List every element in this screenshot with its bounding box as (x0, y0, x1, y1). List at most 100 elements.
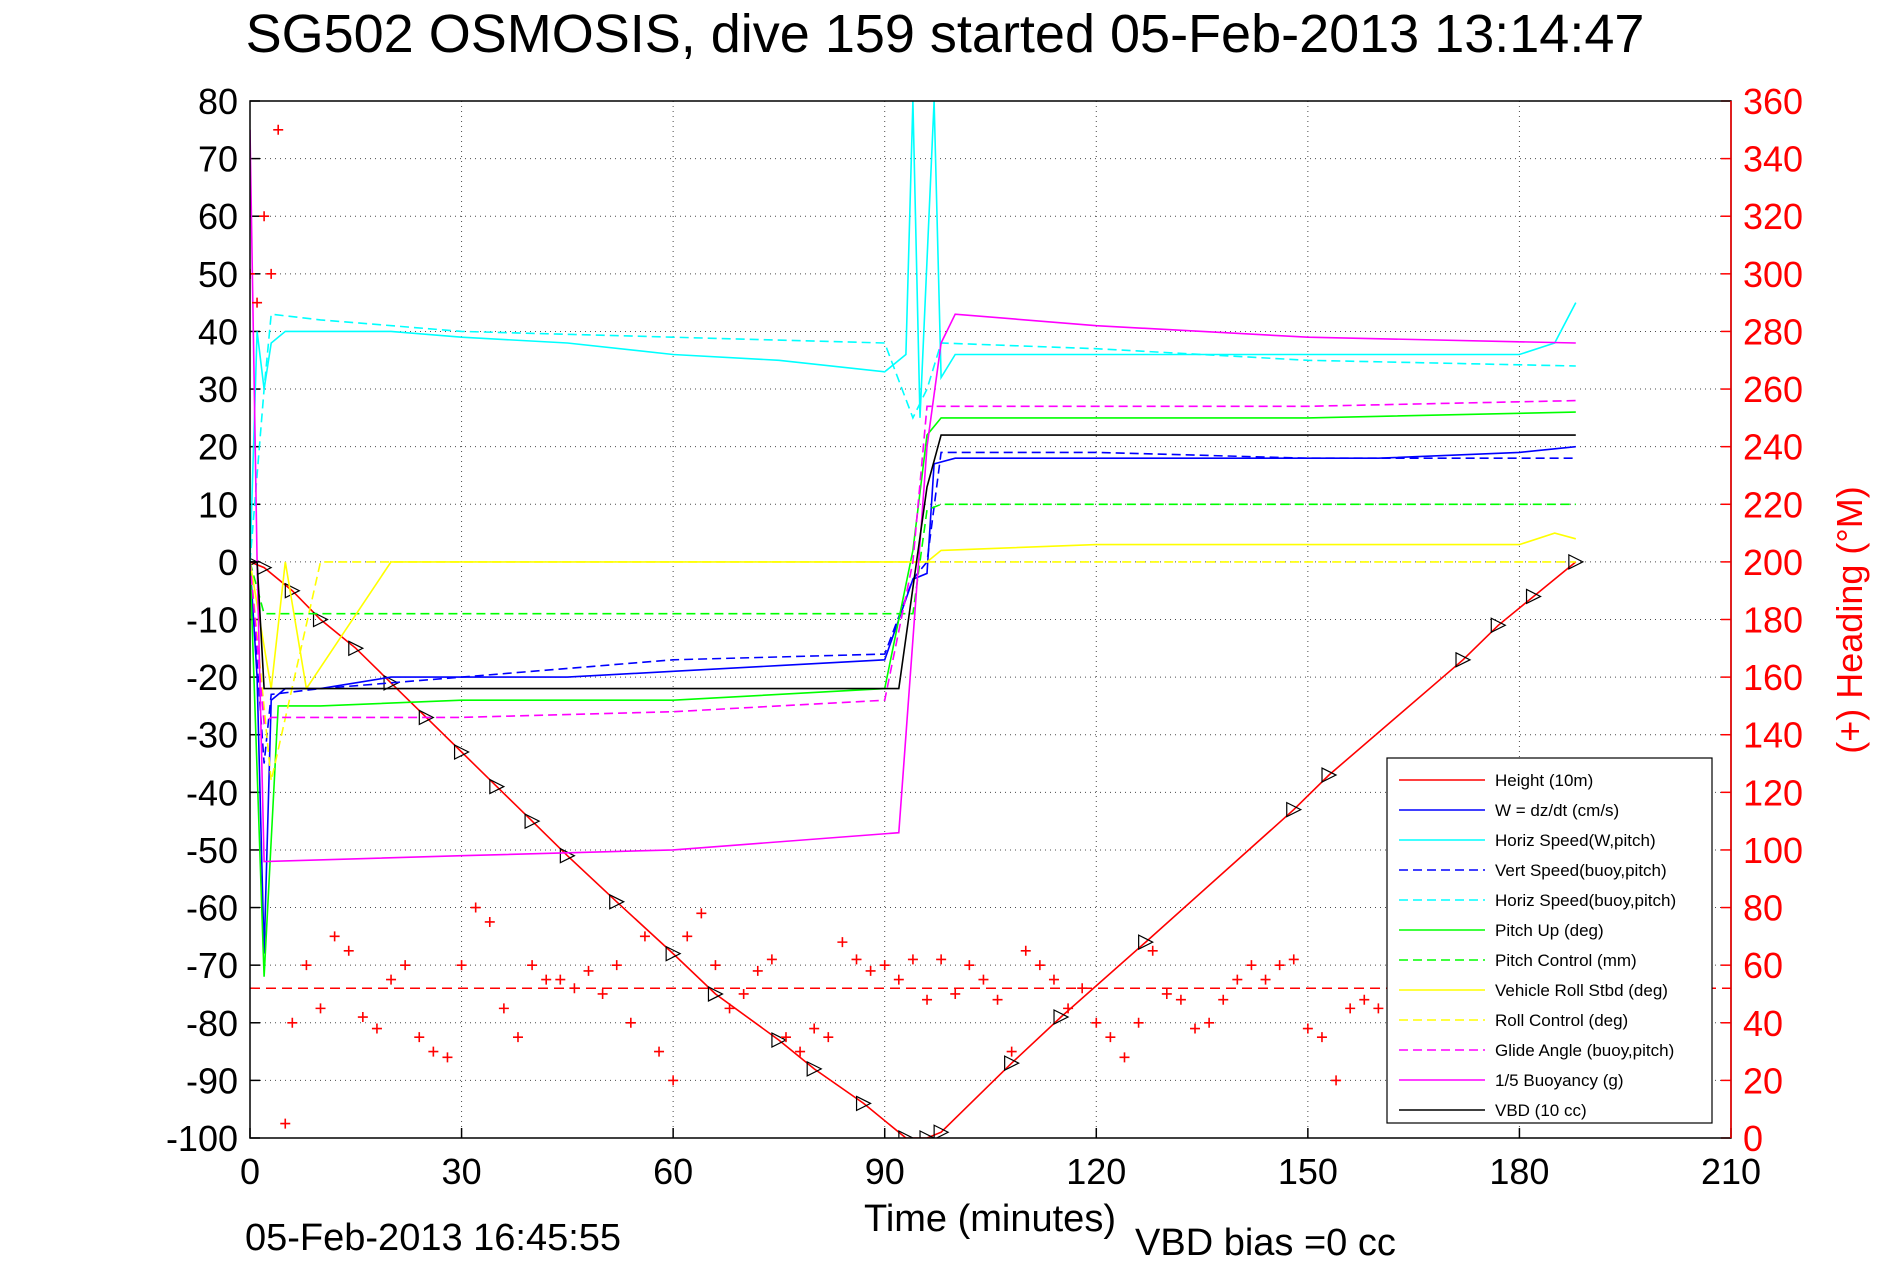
heading-point (1345, 1003, 1356, 1014)
heading-point (371, 1023, 382, 1034)
height-marker (284, 582, 301, 599)
heading-point (950, 988, 961, 999)
series-roll-control-deg (250, 561, 1576, 781)
legend-label: Height (10m) (1495, 771, 1593, 790)
y-right-tick-label: 300 (1743, 254, 1803, 295)
series-w-dz-dt-cm-s (250, 445, 1576, 954)
series-height-10m (250, 561, 1577, 1138)
legend-label: Glide Angle (buoy,pitch) (1495, 1041, 1674, 1060)
heading-point (259, 211, 270, 222)
y-right-tick-label: 20 (1743, 1060, 1783, 1101)
y-tick-label: -90 (186, 1060, 238, 1101)
heading-point (978, 974, 989, 985)
series-heading (250, 124, 1398, 1129)
footer-vbd-bias: VBD bias =0 cc (1135, 1222, 1396, 1262)
heading-point (414, 1032, 425, 1043)
heading-point (1105, 1032, 1116, 1043)
heading-point (1020, 945, 1031, 956)
series-horiz-speed-w-pitch (250, 101, 1577, 562)
heading-point (1218, 994, 1229, 1005)
chart-title: SG502 OSMOSIS, dive 159 started 05-Feb-2… (246, 4, 1645, 64)
y-tick-label: 40 (198, 311, 238, 352)
heading-point (329, 931, 340, 942)
y-tick-label: 70 (198, 139, 238, 180)
y-tick-label: 60 (198, 196, 238, 237)
x-axis-label: Time (minutes) (864, 1198, 1116, 1240)
heading-point (527, 960, 538, 971)
heading-point (555, 974, 566, 985)
heading-point (1034, 960, 1045, 971)
heading-point (470, 902, 481, 913)
y-right-tick-label: 0 (1743, 1118, 1763, 1159)
legend-label: W = dz/dt (cm/s) (1495, 801, 1619, 820)
y-right-tick-label: 80 (1743, 888, 1783, 929)
y-right-tick-label: 40 (1743, 1003, 1783, 1044)
legend-label: Pitch Up (deg) (1495, 921, 1604, 940)
heading-point (1147, 945, 1158, 956)
y-right-axis-label: (+) Heading (°M) (1829, 486, 1870, 753)
y-tick-label: 80 (198, 81, 238, 122)
heading-point (639, 931, 650, 942)
y-right-tick-label: 220 (1743, 484, 1803, 525)
heading-point (250, 268, 255, 279)
y-right-tick-label: 320 (1743, 196, 1803, 237)
y-tick-label: -80 (186, 1003, 238, 1044)
y-right-tick-label: 260 (1743, 369, 1803, 410)
heading-point (1006, 1046, 1017, 1057)
heading-point (280, 1118, 291, 1129)
heading-point (780, 1032, 791, 1043)
height-marker (1053, 1009, 1070, 1025)
legend-label: VBD (10 cc) (1495, 1101, 1587, 1120)
legend-label: Horiz Speed(W,pitch) (1495, 831, 1656, 850)
heading-point (428, 1046, 439, 1057)
legend-label: 1/5 Buoyancy (g) (1495, 1071, 1624, 1090)
legend-label: Pitch Control (mm) (1495, 951, 1637, 970)
height-marker (707, 986, 724, 1002)
y-right-tick-label: 160 (1743, 657, 1803, 698)
heading-point (442, 1052, 453, 1063)
height-marker (609, 893, 626, 910)
y-tick-label: -70 (186, 945, 238, 986)
heading-point (738, 988, 749, 999)
y-tick-label: -60 (186, 888, 238, 929)
heading-point (357, 1012, 368, 1023)
heading-point (1373, 1003, 1384, 1014)
heading-point (809, 1023, 820, 1034)
y-right-tick-label: 100 (1743, 830, 1803, 871)
height-marker (855, 1095, 872, 1112)
heading-point (287, 1017, 298, 1028)
y-right-tick-label: 60 (1743, 945, 1783, 986)
heading-point (1161, 988, 1172, 999)
heading-point (668, 1075, 679, 1086)
height-marker (348, 640, 365, 657)
height-marker (453, 744, 470, 760)
heading-point (625, 1017, 636, 1028)
heading-point (710, 960, 721, 971)
y-tick-label: -50 (186, 830, 238, 871)
heading-point (964, 960, 975, 971)
legend-label: Vehicle Roll Stbd (deg) (1495, 981, 1668, 1000)
heading-point (484, 916, 495, 927)
heading-point (273, 124, 284, 135)
series-vert-speed-buoy-pitch (250, 451, 1576, 764)
heading-point (1063, 1003, 1074, 1014)
y-right-tick-labels: 3603403203002802602402202001801601401201… (1743, 81, 1803, 1159)
height-marker (919, 1130, 936, 1138)
height-marker (1286, 801, 1303, 818)
heading-point (1077, 983, 1088, 994)
heading-point (879, 960, 890, 971)
heading-point (696, 908, 707, 919)
heading-point (992, 994, 1003, 1005)
heading-point (597, 988, 608, 999)
heading-point (682, 931, 693, 942)
legend-label: Horiz Speed(buoy,pitch) (1495, 891, 1676, 910)
heading-point (1048, 974, 1059, 985)
heading-point (865, 965, 876, 976)
heading-point (1316, 1032, 1327, 1043)
y-tick-label: 10 (198, 484, 238, 525)
height-marker (1568, 553, 1585, 570)
heading-point (315, 1003, 326, 1014)
series-vbd-10-cc (250, 434, 1576, 690)
heading-point (252, 297, 263, 308)
x-tick-label: 180 (1489, 1151, 1549, 1192)
